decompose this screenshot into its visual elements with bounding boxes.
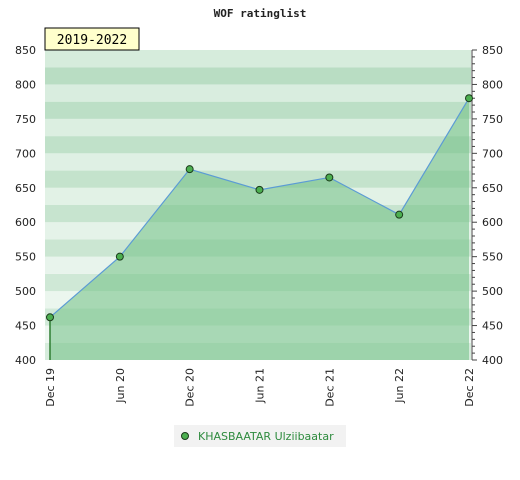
data-point bbox=[395, 210, 404, 219]
y-tick-label-right: 550 bbox=[482, 251, 503, 264]
y-axis-right: 400 450 500 550 600 650 700 750 800 850 bbox=[471, 44, 503, 367]
grid-band bbox=[45, 50, 471, 68]
legend[interactable]: KHASBAATAR Ulziibaatar bbox=[174, 425, 346, 447]
y-tick-label-left: 850 bbox=[15, 44, 36, 57]
y-tick-label-right: 450 bbox=[482, 320, 503, 333]
y-axis-left: 400 450 500 550 600 650 700 750 800 850 bbox=[15, 44, 36, 367]
x-tick-label: Dec 20 bbox=[184, 368, 197, 407]
grid-band bbox=[45, 153, 471, 171]
x-tick-label: Jun 21 bbox=[254, 368, 267, 404]
y-tick-label-left: 400 bbox=[15, 354, 36, 367]
chart-title: WOF ratinglist bbox=[214, 7, 307, 20]
y-tick-label-right: 600 bbox=[482, 216, 503, 229]
y-tick-label-right: 400 bbox=[482, 354, 503, 367]
y-tick-label-right: 800 bbox=[482, 78, 503, 91]
x-tick-label: Dec 19 bbox=[44, 368, 57, 407]
legend-marker bbox=[181, 432, 189, 440]
legend-box bbox=[174, 425, 346, 447]
y-tick-label-left: 550 bbox=[15, 251, 36, 264]
y-tick-label-left: 500 bbox=[15, 285, 36, 298]
y-tick-label-left: 650 bbox=[15, 182, 36, 195]
y-tick-label-right: 650 bbox=[482, 182, 503, 195]
data-point bbox=[46, 313, 54, 322]
grid-band bbox=[45, 170, 471, 188]
x-tick-label: Jun 20 bbox=[114, 368, 127, 404]
data-point bbox=[465, 94, 473, 103]
data-point bbox=[325, 173, 334, 182]
data-point bbox=[115, 252, 124, 261]
x-axis: Dec 19 Jun 20 Dec 20 Jun 21 Dec 21 Jun 22 Dec … bbox=[44, 368, 476, 407]
grid-band bbox=[45, 67, 471, 85]
x-tick-label: Dec 21 bbox=[323, 368, 336, 407]
grid-band bbox=[45, 118, 471, 137]
x-tick-label: Jun 22 bbox=[393, 368, 406, 404]
grid-band bbox=[45, 101, 471, 119]
series-area bbox=[50, 98, 469, 360]
period-badge: 2019-2022 bbox=[44, 27, 140, 51]
grid-band bbox=[45, 84, 471, 102]
legend-label: KHASBAATAR Ulziibaatar bbox=[198, 430, 334, 443]
y-tick-label-left: 750 bbox=[15, 113, 36, 126]
data-point bbox=[255, 185, 264, 194]
data-point bbox=[185, 165, 194, 174]
period-badge-label: 2019-2022 bbox=[57, 33, 127, 48]
y-tick-label-left: 600 bbox=[15, 216, 36, 229]
y-tick-label-right: 750 bbox=[482, 113, 503, 126]
y-tick-label-left: 800 bbox=[15, 78, 36, 91]
x-tick-label: Dec 22 bbox=[463, 368, 476, 407]
grid-band bbox=[45, 136, 471, 154]
data-markers bbox=[46, 94, 473, 322]
y-tick-label-left: 700 bbox=[15, 147, 36, 160]
period-badge-box bbox=[44, 27, 140, 51]
y-tick-label-left: 450 bbox=[15, 320, 36, 333]
y-tick-label-right: 700 bbox=[482, 147, 503, 160]
y-tick-label-right: 850 bbox=[482, 44, 503, 57]
y-tick-label-right: 500 bbox=[482, 285, 503, 298]
